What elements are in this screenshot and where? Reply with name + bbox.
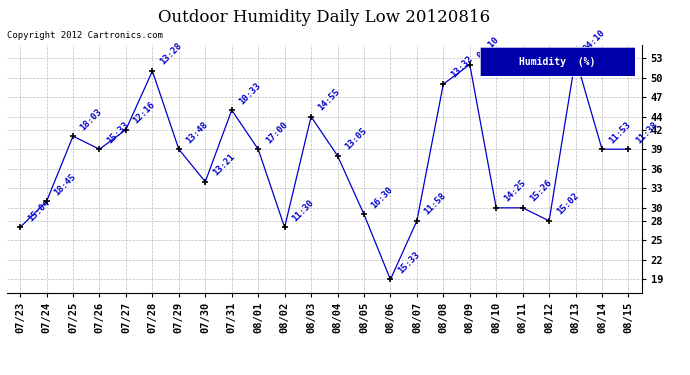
Text: 13:48: 13:48 (184, 120, 210, 145)
Text: 11:30: 11:30 (290, 198, 315, 223)
Text: Outdoor Humidity Daily Low 20120816: Outdoor Humidity Daily Low 20120816 (158, 9, 491, 26)
Text: 14:25: 14:25 (502, 178, 527, 204)
Text: 04:10: 04:10 (475, 35, 501, 60)
Text: 04:10: 04:10 (581, 28, 607, 54)
Text: 11:58: 11:58 (422, 191, 448, 217)
Text: 13:28: 13:28 (158, 42, 184, 67)
Text: Copyright 2012 Cartronics.com: Copyright 2012 Cartronics.com (7, 31, 163, 40)
Text: 11:38: 11:38 (634, 120, 660, 145)
Text: 15:33: 15:33 (396, 250, 422, 275)
Text: 13:32: 13:32 (449, 54, 474, 80)
Text: 10:33: 10:33 (237, 81, 263, 106)
Text: 18:03: 18:03 (79, 106, 104, 132)
Text: 15:02: 15:02 (555, 191, 580, 217)
Text: 11:53: 11:53 (608, 120, 633, 145)
Text: 15:04: 15:04 (26, 198, 51, 223)
Text: 15:26: 15:26 (529, 178, 553, 204)
Text: 16:30: 16:30 (370, 185, 395, 210)
Text: 18:45: 18:45 (52, 172, 77, 197)
Text: 12:16: 12:16 (132, 100, 157, 126)
Text: 13:05: 13:05 (343, 126, 368, 152)
Text: 13:21: 13:21 (211, 152, 236, 178)
Text: 15:33: 15:33 (105, 120, 130, 145)
Text: 17:00: 17:00 (264, 120, 289, 145)
Text: 14:55: 14:55 (317, 87, 342, 112)
